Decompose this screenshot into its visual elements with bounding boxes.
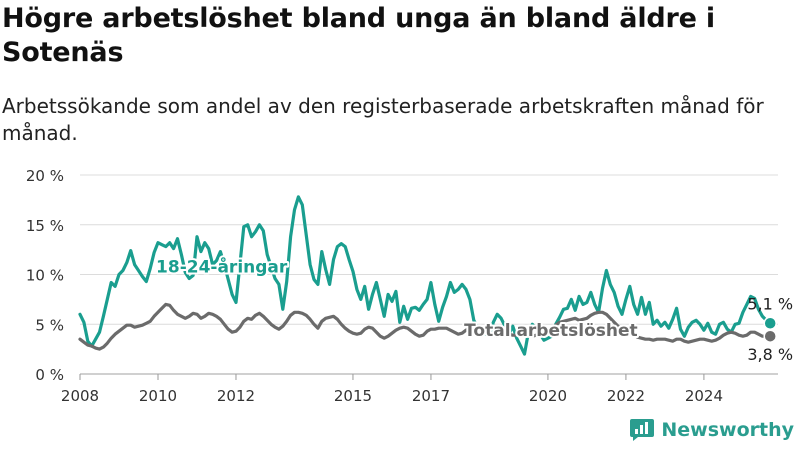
- y-tick-label: 20 %: [26, 167, 64, 185]
- series-end-label: 3,8 %: [747, 345, 793, 364]
- x-tick-label: 2024: [685, 387, 723, 405]
- series-labels: 5,1 % 18-24-åringar 3,8 % Total arbetslöshe…: [154, 254, 793, 365]
- y-tick-label: 0 %: [35, 366, 64, 384]
- x-tick-label: 2022: [607, 387, 645, 405]
- x-tick-label: 2012: [217, 387, 255, 405]
- x-tick-label: 2017: [412, 387, 450, 405]
- x-tick-label: 2020: [529, 387, 567, 405]
- series-end-marker: [763, 316, 777, 331]
- series-group: [78, 195, 777, 356]
- chart-title: Högre arbetslöshet bland unga än bland ä…: [2, 3, 715, 68]
- brand-name: Newsworthy: [661, 419, 794, 441]
- x-tick-label: 2015: [334, 387, 372, 405]
- series-end-marker: [763, 329, 777, 343]
- y-tick-label: 10 %: [26, 267, 64, 285]
- bar-chart-icon: [630, 419, 655, 441]
- newsworthy-logo: Newsworthy: [629, 418, 794, 442]
- series-name-label: 18-24-åringar: [156, 256, 288, 278]
- x-axis: 2008 2010 2012 2015 2017 2020 2022 2024: [61, 374, 723, 405]
- series-end-label: 5,1 %: [747, 294, 793, 313]
- chart-subtitle: Arbetssökande som andel av den registerb…: [2, 94, 764, 145]
- x-tick-label: 2008: [61, 387, 99, 405]
- series-line: [78, 302, 772, 351]
- x-tick-label: 2010: [139, 387, 177, 405]
- y-tick-label: 15 %: [26, 217, 64, 235]
- series-line: [78, 195, 772, 356]
- y-axis: 0 % 5 % 10 % 15 % 20 %: [26, 167, 64, 384]
- series-name-label: Total arbetslöshet: [464, 321, 638, 341]
- y-tick-label: 5 %: [35, 316, 64, 334]
